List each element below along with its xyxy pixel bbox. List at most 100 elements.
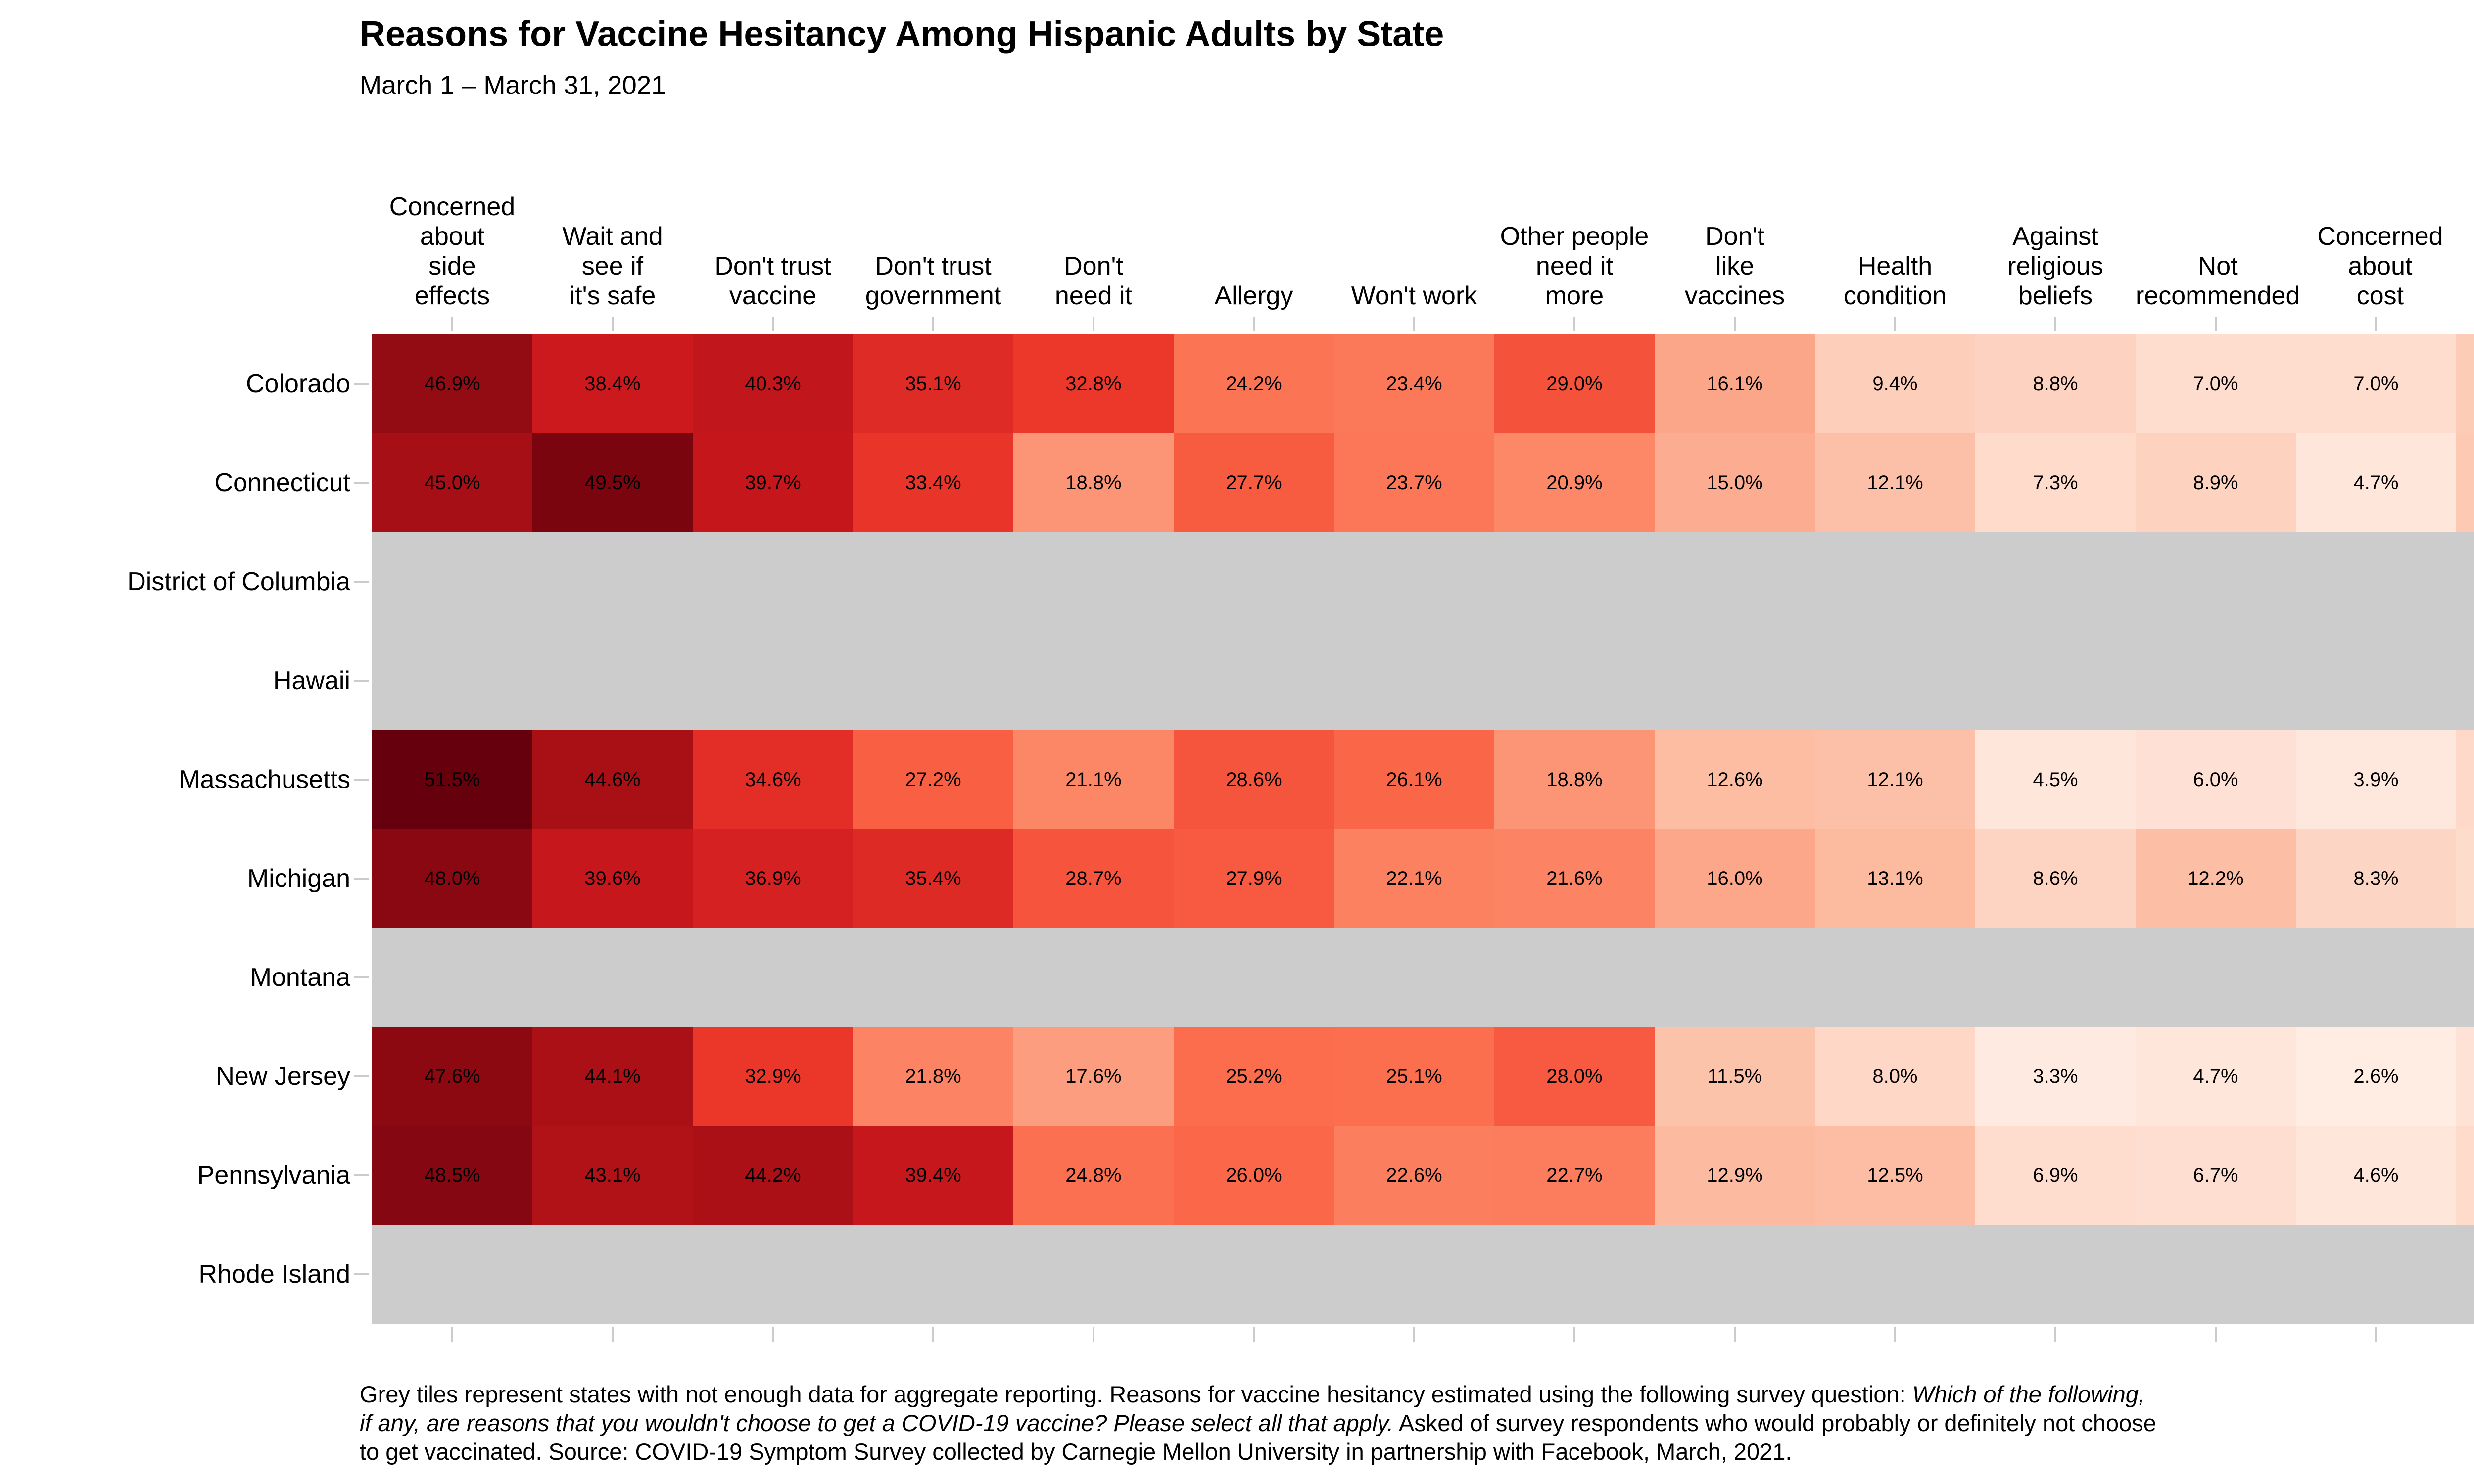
- axis-tick: [1093, 317, 1094, 331]
- caption-line: to get vaccinated. Source: COVID-19 Symp…: [360, 1438, 1792, 1465]
- axis-tick: [2054, 1327, 2056, 1342]
- axis-tick: [1573, 1327, 1575, 1342]
- heatmap-cell: 4.6%: [2296, 1126, 2456, 1225]
- heatmap-cell: 7.0%: [2136, 334, 2296, 433]
- heatmap-cell-no-data: [532, 631, 693, 730]
- column-header: Don't like vaccines: [1684, 222, 1785, 310]
- heatmap-cell-no-data: [1494, 1225, 1655, 1324]
- heatmap-cell-no-data: [1174, 928, 1334, 1027]
- heatmap-cell: 12.5%: [1815, 1126, 1975, 1225]
- column-header: Pregnancy: [2460, 142, 2474, 311]
- heatmap-cell-no-data: [1815, 631, 1975, 730]
- heatmap-cell: 28.6%: [1174, 730, 1334, 829]
- heatmap-cell-no-data: [1815, 928, 1975, 1027]
- heatmap-cell: 27.2%: [853, 730, 1013, 829]
- column-header: Won't work: [1351, 281, 1477, 310]
- heatmap-cell-no-data: [1494, 928, 1655, 1027]
- heatmap-cell: 29.0%: [1494, 334, 1655, 433]
- column-header: Against religious beliefs: [2007, 222, 2103, 310]
- heatmap-cell: 7.2%: [2456, 829, 2474, 928]
- heatmap-cell-no-data: [2136, 532, 2296, 631]
- axis-tick: [2215, 317, 2217, 331]
- axis-tick: [1253, 317, 1255, 331]
- heatmap-cell: 8.6%: [1975, 829, 2136, 928]
- heatmap-cell-no-data: [1975, 928, 2136, 1027]
- heatmap-cell: 44.1%: [532, 1027, 693, 1126]
- heatmap-cell: 44.2%: [693, 1126, 853, 1225]
- heatmap-cell: 46.9%: [372, 334, 532, 433]
- heatmap-cell-no-data: [532, 928, 693, 1027]
- heatmap-cell-no-data: [693, 532, 853, 631]
- heatmap-cell: 9.4%: [1815, 334, 1975, 433]
- heatmap-cell: 18.8%: [1013, 433, 1174, 532]
- heatmap-cell-no-data: [853, 631, 1013, 730]
- axis-tick: [612, 1327, 614, 1342]
- chart-subtitle: March 1 – March 31, 2021: [360, 71, 666, 100]
- heatmap-cell: 23.7%: [1334, 433, 1494, 532]
- heatmap-cell: 35.4%: [853, 829, 1013, 928]
- chart-title: Reasons for Vaccine Hesitancy Among Hisp…: [360, 14, 1444, 54]
- heatmap-cell: 26.0%: [1174, 1126, 1334, 1225]
- column-header: Don't need it: [1054, 252, 1133, 310]
- heatmap-cell: 24.2%: [1174, 334, 1334, 433]
- heatmap-cell: 32.8%: [1013, 334, 1174, 433]
- heatmap-cell-no-data: [2296, 631, 2456, 730]
- heatmap-cell: 39.4%: [853, 1126, 1013, 1225]
- heatmap-cell-no-data: [1815, 1225, 1975, 1324]
- heatmap-cell-no-data: [2136, 928, 2296, 1027]
- row-label: New Jersey: [216, 1062, 350, 1091]
- axis-tick: [932, 317, 934, 331]
- heatmap-cell: 40.3%: [693, 334, 853, 433]
- heatmap-cell: 12.9%: [1655, 1126, 1815, 1225]
- heatmap-cell-no-data: [853, 1225, 1013, 1324]
- heatmap-cell: 36.9%: [693, 829, 853, 928]
- axis-tick: [1253, 1327, 1255, 1342]
- heatmap-cell-no-data: [693, 928, 853, 1027]
- heatmap-cell: 13.1%: [1815, 829, 1975, 928]
- axis-tick: [1093, 1327, 1094, 1342]
- heatmap-cell: 39.7%: [693, 433, 853, 532]
- heatmap-cell-no-data: [1013, 631, 1174, 730]
- heatmap-cell-no-data: [1013, 532, 1174, 631]
- axis-tick: [1734, 317, 1736, 331]
- heatmap-cell-no-data: [2296, 1225, 2456, 1324]
- row-labels: Colorado Connecticut District of Columbia H…: [0, 334, 350, 1324]
- heatmap-cell-no-data: [2296, 532, 2456, 631]
- heatmap-cell: 38.4%: [532, 334, 693, 433]
- heatmap-cell: 18.8%: [1494, 730, 1655, 829]
- heatmap-cell: 7.3%: [1975, 433, 2136, 532]
- heatmap-cell-no-data: [1174, 1225, 1334, 1324]
- heatmap-cell: 47.6%: [372, 1027, 532, 1126]
- heatmap-cell: 20.9%: [1494, 433, 1655, 532]
- axis-tick: [2215, 1327, 2217, 1342]
- heatmap-cell-no-data: [1655, 1225, 1815, 1324]
- axis-tick: [354, 680, 369, 682]
- column-header: Health condition: [1843, 252, 1947, 310]
- heatmap-cell: 51.5%: [372, 730, 532, 829]
- heatmap-cell-no-data: [693, 1225, 853, 1324]
- heatmap-cell: 8.8%: [1975, 334, 2136, 433]
- row-label: Connecticut: [214, 468, 350, 497]
- heatmap-cell-no-data: [853, 928, 1013, 1027]
- heatmap-cell: 11.5%: [1655, 1027, 1815, 1126]
- heatmap-cell: 7.0%: [2296, 334, 2456, 433]
- axis-tick: [451, 317, 453, 331]
- heatmap-cell: 25.2%: [1174, 1027, 1334, 1126]
- row-label: Massachusetts: [179, 765, 350, 794]
- heatmap-cell-no-data: [1655, 631, 1815, 730]
- heatmap-cell: 22.7%: [1494, 1126, 1655, 1225]
- heatmap-cell-no-data: [2136, 1225, 2296, 1324]
- column-headers: Concerned about side effects Wait and see…: [372, 142, 2474, 311]
- axis-tick: [354, 779, 369, 781]
- heatmap-cell: 15.0%: [1655, 433, 1815, 532]
- heatmap-cell-no-data: [2456, 1225, 2474, 1324]
- heatmap-cell: 16.1%: [1655, 334, 1815, 433]
- heatmap-cell-no-data: [1655, 928, 1815, 1027]
- heatmap-cell: 10.0%: [2456, 334, 2474, 433]
- row-label: Montana: [250, 963, 350, 992]
- heatmap-cell-no-data: [1334, 1225, 1494, 1324]
- heatmap-cell: 4.7%: [2296, 433, 2456, 532]
- heatmap-cell: 17.6%: [1013, 1027, 1174, 1126]
- heatmap-cell: 16.0%: [1655, 829, 1815, 928]
